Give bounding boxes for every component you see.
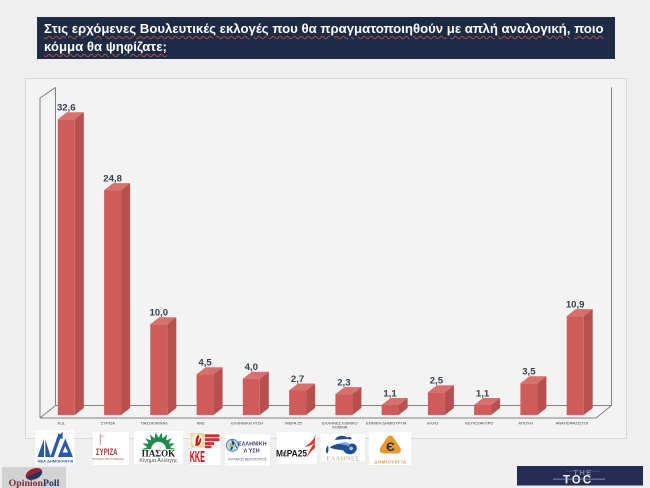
svg-text:ΕΛΛΗΝΙΚΗ ΛΥΣΗ: ΕΛΛΗΝΙΚΗ ΛΥΣΗ bbox=[231, 420, 263, 425]
svg-text:THE: THE bbox=[573, 468, 593, 477]
svg-text:10,0: 10,0 bbox=[149, 308, 168, 319]
svg-text:ΝΕΑ ΔΗΜΟΚΡΑΤΙΑ: ΝΕΑ ΔΗΜΟΚΡΑΤΙΑ bbox=[38, 459, 74, 464]
svg-text:2,3: 2,3 bbox=[337, 378, 350, 389]
svg-text:ΠΡΟΟΔΕΥΤΙΚΗ ΣΥΜΜΑΧΙΑ: ΠΡΟΟΔΕΥΤΙΚΗ ΣΥΜΜΑΧΙΑ bbox=[92, 458, 124, 461]
svg-text:ΛΎΣΗ: ΛΎΣΗ bbox=[244, 448, 260, 454]
svg-text:ΣΥΡΙΖΑ: ΣΥΡΙΖΑ bbox=[96, 447, 118, 457]
svg-text:32,6: 32,6 bbox=[57, 103, 76, 114]
svg-text:4,5: 4,5 bbox=[198, 358, 212, 369]
svg-text:Κίνημα Αλλαγής: Κίνημα Αλλαγής bbox=[139, 457, 178, 464]
svg-text:ΕΛΛΗΝΕΣ ΕΘΝΙΚΟ: ΕΛΛΗΝΕΣ ΕΘΝΙΚΟ bbox=[322, 420, 357, 425]
svg-text:ΚΚΕ: ΚΚΕ bbox=[197, 420, 205, 425]
svg-text:ΑΠΟΧΗ: ΑΠΟΧΗ bbox=[518, 420, 532, 425]
svg-text:ΜΕΡΑ 25: ΜΕΡΑ 25 bbox=[285, 420, 302, 425]
svg-text:3,5: 3,5 bbox=[522, 367, 536, 378]
svg-text:ΤΟC: ΤΟC bbox=[563, 475, 593, 487]
svg-text:ΠΑΣΟΚ: ΠΑΣΟΚ bbox=[142, 449, 175, 459]
svg-text:OpinionPoll: OpinionPoll bbox=[9, 478, 60, 488]
svg-text:ΕΛΛΗΝΙΚΗ: ΕΛΛΗΝΙΚΗ bbox=[238, 442, 267, 448]
svg-text:ΚΚΕ: ΚΚΕ bbox=[190, 449, 205, 466]
svg-text:ΠΑΣΟΚ/ΚΙΝΑΛ: ΠΑΣΟΚ/ΚΙΝΑΛ bbox=[141, 420, 168, 425]
svg-text:2,5: 2,5 bbox=[430, 376, 444, 387]
svg-text:2,7: 2,7 bbox=[291, 374, 304, 385]
svg-text:ΑΝΑΠΟΦΑΣΙΣΤΟΙ: ΑΝΑΠΟΦΑΣΙΣΤΟΙ bbox=[556, 420, 589, 425]
svg-text:24,8: 24,8 bbox=[103, 174, 122, 185]
svg-text:ΛΕΥΚΟ/ΑΚΥΡΟ: ΛΕΥΚΟ/ΑΚΥΡΟ bbox=[465, 420, 494, 425]
svg-text:ΕΘΝΙΚΗ ΔΗΜΙΟΥΡΓΙΑ: ΕΘΝΙΚΗ ΔΗΜΙΟΥΡΓΙΑ bbox=[366, 420, 407, 425]
svg-text:10,9: 10,9 bbox=[566, 300, 585, 311]
svg-text:ΚΥΡΙΑΚΟΣ ΒΕΛΟΠΟΥΛΟΣ: ΚΥΡΙΑΚΟΣ ΒΕΛΟΠΟΥΛΟΣ bbox=[228, 458, 267, 462]
svg-text:ΑΛΛΟ: ΑΛΛΟ bbox=[427, 420, 438, 425]
svg-text:4,0: 4,0 bbox=[245, 362, 258, 373]
svg-text:ΜέΡΑ25: ΜέΡΑ25 bbox=[276, 449, 307, 459]
svg-text:Ν.Δ.: Ν.Δ. bbox=[58, 420, 66, 425]
svg-text:ΚΟΜΜΑ: ΚΟΜΜΑ bbox=[332, 425, 347, 430]
svg-text:ΣΥΡΙΖΑ: ΣΥΡΙΖΑ bbox=[101, 420, 115, 425]
svg-text:ΕΛΛΗΝΕΣ: ΕΛΛΗΝΕΣ bbox=[326, 456, 359, 462]
svg-text:1,1: 1,1 bbox=[476, 388, 490, 399]
svg-text:ΔΗΜΙΟΥΡΓΙΑ: ΔΗΜΙΟΥΡΓΙΑ bbox=[374, 460, 407, 465]
svg-text:Є: Є bbox=[386, 440, 395, 454]
svg-text:1,1: 1,1 bbox=[383, 388, 397, 399]
